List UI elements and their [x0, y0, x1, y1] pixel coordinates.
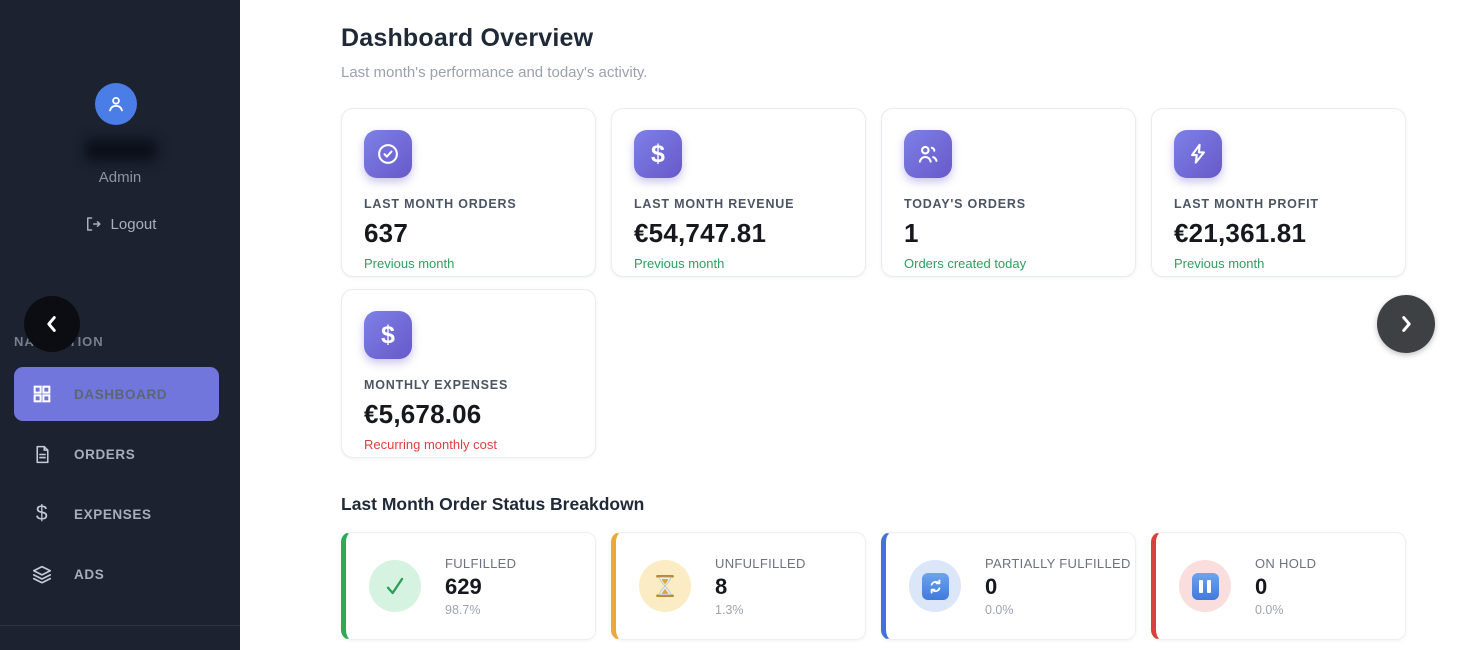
stat-label: TODAY'S ORDERS — [904, 197, 1026, 211]
sidebar-divider — [0, 625, 240, 626]
stat-note: Previous month — [364, 256, 455, 271]
status-value: 629 — [445, 573, 482, 599]
stat-label: MONTHLY EXPENSES — [364, 378, 509, 392]
check-circle-icon — [364, 130, 412, 178]
sidebar-item-label: DASHBOARD — [74, 386, 168, 402]
status-percent: 0.0% — [1255, 602, 1284, 617]
stat-note: Recurring monthly cost — [364, 437, 497, 452]
status-label: UNFULFILLED — [715, 555, 806, 571]
stat-value: €5,678.06 — [364, 399, 482, 429]
status-label: ON HOLD — [1255, 555, 1317, 571]
page-title: Dashboard Overview — [341, 24, 594, 52]
chevron-left-icon — [47, 316, 56, 332]
sidebar-item-label: ADS — [74, 566, 105, 582]
hourglass-icon — [639, 560, 691, 612]
users-icon — [904, 130, 952, 178]
stat-value: 1 — [904, 218, 919, 248]
stat-value: €54,747.81 — [634, 218, 767, 248]
sidebar-item-expenses[interactable]: $ EXPENSES — [14, 487, 219, 541]
status-card-on-hold: ON HOLD 0 0.0% — [1151, 532, 1406, 640]
stat-card-last-month-profit: LAST MONTH PROFIT €21,361.81 Previous mo… — [1151, 108, 1406, 277]
status-label: PARTIALLY FULFILLED — [985, 555, 1131, 571]
status-percent: 0.0% — [985, 602, 1014, 617]
stat-card-monthly-expenses: $ MONTHLY EXPENSES €5,678.06 Recurring m… — [341, 289, 596, 458]
stat-value: €21,361.81 — [1174, 218, 1307, 248]
status-card-unfulfilled: UNFULFILLED 8 1.3% — [611, 532, 866, 640]
layers-icon — [30, 563, 54, 585]
refresh-icon — [909, 560, 961, 612]
sidebar-item-ads[interactable]: ADS — [14, 547, 219, 601]
stat-note: Previous month — [634, 256, 725, 271]
grid-icon — [30, 383, 54, 405]
logout-icon — [86, 217, 101, 231]
status-value: 0 — [1255, 573, 1268, 599]
status-label: FULFILLED — [445, 555, 517, 571]
page-subtitle: Last month's performance and today's act… — [341, 64, 648, 81]
document-icon — [30, 444, 54, 465]
status-card-fulfilled: FULFILLED 629 98.7% — [341, 532, 596, 640]
stat-cards-grid: LAST MONTH ORDERS 637 Previous month $ L… — [341, 108, 1406, 458]
sidebar-nav: DASHBOARD ORDERS $ EXPENSES ADS — [14, 367, 219, 607]
stat-value: 637 — [364, 218, 408, 248]
main-content: Dashboard Overview Last month's performa… — [240, 0, 1466, 650]
user-name-blurred — [85, 139, 157, 161]
person-icon — [109, 96, 123, 112]
stat-label: LAST MONTH ORDERS — [364, 197, 517, 211]
sidebar-item-dashboard[interactable]: DASHBOARD — [14, 367, 219, 421]
status-percent: 98.7% — [445, 602, 481, 617]
dollar-icon: $ — [634, 130, 682, 178]
bolt-icon — [1174, 130, 1222, 178]
avatar — [95, 83, 137, 125]
sidebar-item-label: ORDERS — [74, 446, 136, 462]
user-role: Admin — [98, 169, 142, 186]
status-percent: 1.3% — [715, 602, 744, 617]
check-icon — [369, 560, 421, 612]
dollar-icon: $ — [35, 502, 49, 525]
sidebar: Admin Logout NAVIGATION DASHBOARD ORDERS — [0, 0, 240, 650]
sidebar-item-label: EXPENSES — [74, 506, 152, 522]
next-page-button[interactable] — [1377, 295, 1435, 353]
logout-label: Logout — [110, 215, 157, 233]
pause-icon — [1179, 560, 1231, 612]
sidebar-collapse-button[interactable] — [24, 296, 80, 352]
stat-note: Previous month — [1174, 256, 1265, 271]
logout-button[interactable]: Logout — [0, 215, 240, 233]
stat-card-last-month-revenue: $ LAST MONTH REVENUE €54,747.81 Previous… — [611, 108, 866, 277]
stat-note: Orders created today — [904, 256, 1027, 271]
chevron-right-icon — [1402, 316, 1411, 332]
stat-card-todays-orders: TODAY'S ORDERS 1 Orders created today — [881, 108, 1136, 277]
stat-label: LAST MONTH PROFIT — [1174, 197, 1319, 211]
stat-card-last-month-orders: LAST MONTH ORDERS 637 Previous month — [341, 108, 596, 277]
status-section-title: Last Month Order Status Breakdown — [341, 494, 645, 514]
dollar-icon: $ — [364, 311, 412, 359]
status-cards-grid: FULFILLED 629 98.7% UNFULFILLED 8 1.3% — [341, 532, 1406, 640]
status-value: 8 — [715, 573, 728, 599]
status-value: 0 — [985, 573, 998, 599]
sidebar-item-orders[interactable]: ORDERS — [14, 427, 219, 481]
stat-label: LAST MONTH REVENUE — [634, 197, 795, 211]
status-card-partially-fulfilled: PARTIALLY FULFILLED 0 0.0% — [881, 532, 1136, 640]
